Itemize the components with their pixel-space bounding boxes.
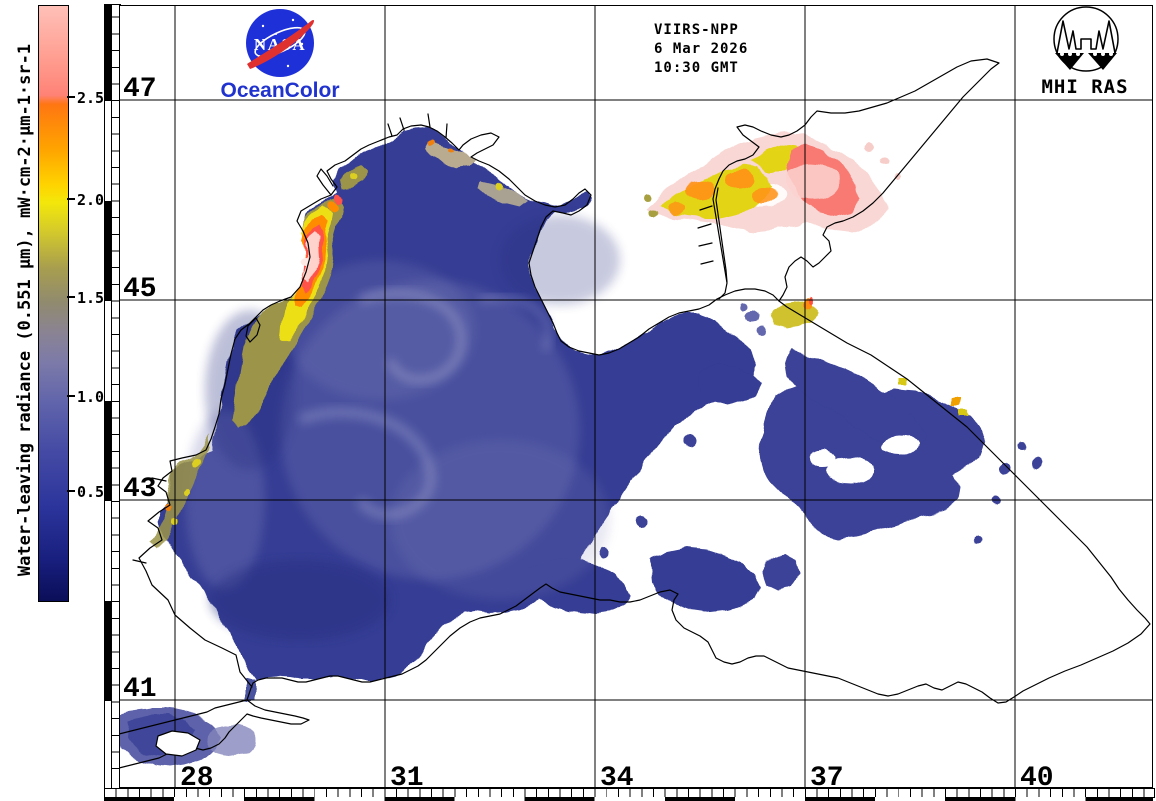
colorbar-tick-label: 2.5	[77, 89, 105, 107]
colorbar-tick-mark	[67, 198, 75, 200]
acquisition-time: 10:30 GMT	[654, 60, 739, 76]
map-canvas: 47 45 43 41 28 31 34 37 40	[119, 5, 1153, 788]
mhi-ras-label: MHI RAS	[1041, 76, 1129, 98]
colorbar-title: Water-leaving radiance (0.551 μm), mW·cm…	[15, 43, 35, 577]
graticule-labels: 47 45 43 41 28 31 34 37 40	[123, 74, 1054, 788]
colorbar-tick-label: 0.5	[77, 483, 105, 501]
colorbar-tick-mark	[67, 296, 75, 298]
colorbar-tick-mark	[67, 96, 75, 98]
lat-label: 41	[123, 674, 157, 705]
acquisition-info: VIIRS-NPP 6 Mar 2026 10:30 GMT	[654, 21, 748, 78]
map-frame	[119, 5, 1153, 788]
graticule-lines	[119, 5, 1153, 788]
mhi-ras-logo	[1050, 4, 1122, 74]
mhi-ras-emblem-icon	[1053, 6, 1119, 72]
oceancolor-wordmark: OceanColor	[220, 79, 340, 102]
lat-label: 47	[123, 74, 157, 105]
colorbar-tick-label: 1.0	[77, 388, 105, 406]
colorbar-tick-mark	[67, 490, 75, 492]
coastline	[119, 58, 1151, 769]
lat-label: 43	[123, 474, 157, 505]
lon-label: 34	[600, 763, 634, 788]
colorbar-tick-label: 2.0	[77, 191, 105, 209]
sensor-name: VIIRS-NPP	[654, 22, 739, 38]
nasa-logo: NASA	[243, 6, 317, 80]
lon-label: 40	[1020, 763, 1054, 788]
radiance-data-layer	[119, 127, 1041, 768]
lat-label: 45	[123, 274, 157, 305]
coastal-plume	[152, 139, 528, 548]
map-bottom-degree-bar	[104, 797, 1153, 801]
lon-label: 37	[810, 763, 844, 788]
acquisition-date: 6 Mar 2026	[654, 41, 749, 57]
lon-label: 31	[390, 763, 424, 788]
lon-label: 28	[180, 763, 214, 788]
nasa-swoosh-icon	[247, 20, 315, 69]
colorbar-gradient	[38, 5, 69, 602]
colorbar-tick-label: 1.5	[77, 289, 105, 307]
colorbar-tick-mark	[67, 395, 75, 397]
kerch-coastal-data	[740, 297, 968, 416]
